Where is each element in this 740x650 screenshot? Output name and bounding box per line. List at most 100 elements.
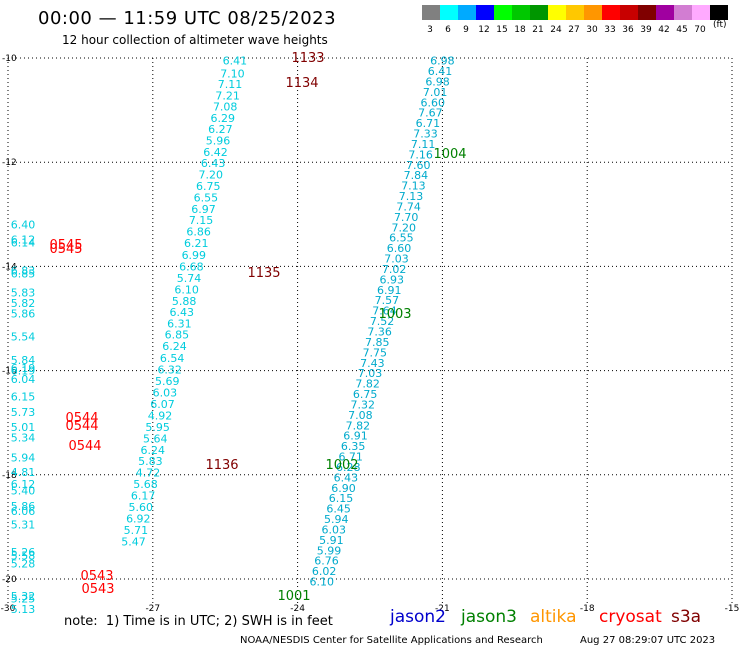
swh-value: 7.13 bbox=[401, 180, 426, 193]
lon-tick-label: -18 bbox=[580, 604, 595, 614]
legend-label: 42 bbox=[658, 25, 670, 35]
swh-value: 6.45 bbox=[326, 503, 351, 516]
swh-value: 5.83 bbox=[138, 455, 163, 468]
swh-value: 6.85 bbox=[11, 268, 36, 281]
swh-value: 5.68 bbox=[133, 478, 158, 491]
legend-label: 70 bbox=[694, 25, 706, 35]
pass-time-label: 0543 bbox=[81, 582, 114, 597]
legend-swatch bbox=[620, 5, 638, 20]
swh-value: 6.15 bbox=[11, 391, 36, 404]
swh-value: 6.75 bbox=[196, 180, 221, 193]
lat-tick-label: -14 bbox=[2, 262, 17, 272]
swh-value: 6.17 bbox=[131, 490, 156, 503]
legend-swatch bbox=[440, 5, 458, 20]
swh-value: 6.40 bbox=[11, 219, 36, 232]
swh-value: 6.12 bbox=[11, 233, 36, 246]
pass-time-label: 1003 bbox=[378, 307, 411, 322]
swh-value: 5.94 bbox=[11, 452, 36, 465]
legend-swatch bbox=[674, 5, 692, 20]
legend-swatch bbox=[692, 5, 710, 20]
swh-value: 7.11 bbox=[411, 138, 436, 151]
lon-tick-label: -27 bbox=[145, 604, 160, 614]
swh-value: 5.99 bbox=[317, 544, 342, 557]
swh-value: 6.92 bbox=[126, 513, 151, 526]
pass-time-label: 1001 bbox=[277, 589, 310, 604]
swh-value: 5.32 bbox=[11, 590, 36, 603]
swh-value: 6.98 bbox=[430, 55, 455, 68]
swh-value: 7.70 bbox=[394, 211, 419, 224]
swh-value: 7.08 bbox=[213, 100, 238, 113]
swh-value: 6.32 bbox=[157, 364, 182, 377]
swh-value: 5.96 bbox=[206, 134, 231, 147]
swh-value: 6.43 bbox=[201, 157, 226, 170]
legend-label: 36 bbox=[622, 25, 634, 35]
swh-value: 7.82 bbox=[346, 419, 371, 432]
legend-label: 3 bbox=[427, 25, 433, 35]
pass-time-label: 0545 bbox=[49, 242, 82, 257]
swh-value: 6.91 bbox=[377, 284, 402, 297]
swh-value: 5.25 bbox=[11, 593, 36, 606]
swh-value: 7.57 bbox=[375, 294, 400, 307]
swh-value: 6.98 bbox=[425, 75, 450, 88]
pass-time-label: 1133 bbox=[291, 51, 324, 66]
swh-value: 7.52 bbox=[370, 315, 395, 328]
swh-value: 7.02 bbox=[382, 263, 407, 276]
legend-label: 27 bbox=[568, 25, 580, 35]
swh-value: 7.20 bbox=[198, 169, 223, 182]
legend-label: 30 bbox=[586, 25, 598, 35]
swh-value: 5.01 bbox=[11, 421, 36, 434]
swh-value: 6.24 bbox=[141, 444, 166, 457]
swh-value: 5.64 bbox=[143, 432, 168, 445]
swh-value: 7.74 bbox=[396, 200, 421, 213]
legend-label: 39 bbox=[640, 25, 652, 35]
swh-value: 7.84 bbox=[404, 169, 429, 182]
swh-value: 7.01 bbox=[423, 86, 448, 99]
legend-swatch bbox=[422, 5, 440, 20]
pass-time-label: 0544 bbox=[68, 439, 101, 454]
swh-value: 5.71 bbox=[124, 524, 149, 537]
lon-tick-label: -24 bbox=[290, 604, 305, 614]
swh-value: 6.97 bbox=[191, 203, 216, 216]
swh-value: 6.31 bbox=[167, 318, 192, 331]
swh-value: 7.36 bbox=[367, 326, 392, 339]
swh-value: 6.54 bbox=[160, 352, 185, 365]
legend-label: 45 bbox=[676, 25, 688, 35]
swh-value: 6.85 bbox=[165, 329, 190, 342]
swh-value: 6.93 bbox=[379, 273, 404, 286]
pass-time-label: 0543 bbox=[80, 569, 113, 584]
legend-swatch bbox=[476, 5, 494, 20]
swh-value: 6.68 bbox=[179, 260, 204, 273]
swh-value: 5.54 bbox=[11, 331, 36, 344]
swh-value: 6.10 bbox=[174, 283, 199, 296]
pass-time-label: 0544 bbox=[65, 419, 98, 434]
legend-swatch bbox=[548, 5, 566, 20]
pass-time-label: 1004 bbox=[433, 147, 466, 162]
lat-tick-label: -18 bbox=[2, 471, 17, 481]
swh-value: 6.55 bbox=[389, 232, 414, 245]
swh-value: 6.60 bbox=[420, 96, 445, 109]
swh-value: 6.24 bbox=[162, 340, 187, 353]
satellite-name: s3a bbox=[671, 607, 702, 627]
legend-label: 9 bbox=[463, 25, 469, 35]
swh-value: 6.21 bbox=[184, 237, 209, 250]
swh-value: 6.55 bbox=[194, 192, 219, 205]
swh-value: 6.71 bbox=[338, 451, 363, 464]
swh-value: 6.76 bbox=[314, 555, 339, 568]
swh-value: 7.85 bbox=[365, 336, 390, 349]
swh-value: 6.86 bbox=[186, 225, 211, 238]
satellite-name: jason3 bbox=[461, 607, 517, 627]
swh-value: 7.20 bbox=[392, 221, 417, 234]
swh-value: 6.28 bbox=[336, 461, 361, 474]
swh-value: 5.31 bbox=[11, 518, 36, 531]
swh-value: 7.64 bbox=[372, 305, 397, 318]
swh-value: 6.41 bbox=[428, 65, 453, 78]
pass-time-label: 0545 bbox=[49, 238, 82, 253]
swh-value: 5.13 bbox=[11, 603, 36, 616]
legend-label: 12 bbox=[478, 25, 490, 35]
swh-value: 7.32 bbox=[351, 398, 376, 411]
swh-value: 7.60 bbox=[406, 159, 431, 172]
swh-value: 6.12 bbox=[11, 478, 36, 491]
swh-value: 6.90 bbox=[331, 482, 356, 495]
credit-text: NOAA/NESDIS Center for Satellite Applica… bbox=[240, 635, 543, 646]
